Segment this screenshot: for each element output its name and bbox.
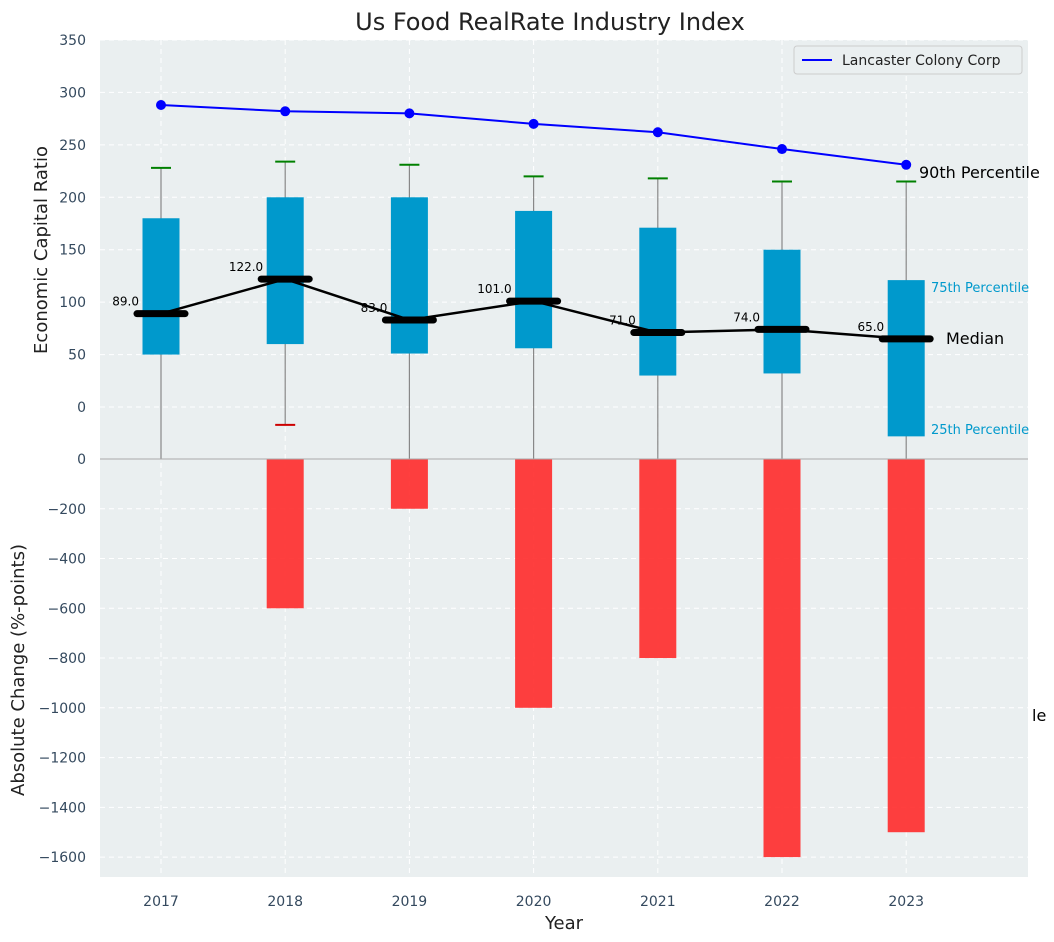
change-bar-2019 — [390, 459, 428, 509]
iqr-box-2020 — [515, 210, 553, 349]
chart-title: Us Food RealRate Industry Index — [355, 8, 745, 36]
y-axis-title-bottom: Absolute Change (%-points) — [8, 544, 29, 796]
change-bar-2018 — [266, 459, 304, 609]
y-tick-top-0: 0 — [77, 400, 86, 416]
median-label-2022: 74.0 — [733, 310, 760, 324]
iqr-box-2017 — [142, 218, 180, 355]
iqr-box-2022 — [763, 249, 801, 374]
median-label-2023: 65.0 — [857, 320, 884, 334]
median-label-2018: 122.0 — [229, 260, 263, 274]
change-bar-2023 — [887, 459, 925, 833]
bottom-bars — [266, 459, 925, 858]
y-tick-bottom--600: −600 — [48, 601, 86, 617]
change-bar-2021 — [639, 459, 677, 659]
change-bar-2020 — [515, 459, 553, 708]
company-point-2023 — [901, 159, 912, 170]
iqr-box-2023 — [887, 280, 925, 437]
median-label-2017: 89.0 — [112, 295, 139, 309]
axis-layer: 0 50 100 150 200 250 300 350 0 −200 −400 −600 −800 −1… — [39, 33, 1028, 910]
legend-box — [793, 45, 1023, 75]
y-tick-bottom--1400: −1400 — [39, 800, 86, 816]
annotation-90th-percentile: 90th Percentile — [919, 163, 1040, 182]
company-point-2022 — [777, 144, 787, 155]
y-tick-top-100: 100 — [59, 295, 86, 311]
legend-label-company: Lancaster Colony Corp — [842, 53, 1001, 69]
median-label-2020: 101.0 — [477, 282, 511, 296]
y-tick-top-200: 200 — [59, 190, 86, 206]
y-tick-bottom--200: −200 — [48, 502, 86, 518]
legend: Lancaster Colony Corp — [793, 45, 1023, 75]
y-tick-top-250: 250 — [59, 138, 86, 154]
company-line-layer — [156, 100, 912, 170]
y-tick-top-350: 350 — [59, 33, 86, 49]
x-tick-2019: 2019 — [392, 894, 428, 910]
y-tick-top-300: 300 — [59, 85, 86, 101]
annotation-75th-percentile: 75th Percentile — [931, 281, 1029, 296]
x-tick-2021: 2021 — [640, 894, 676, 910]
box-layer — [142, 197, 925, 437]
company-point-2019 — [404, 108, 415, 119]
y-tick-bottom-0: 0 — [77, 452, 86, 468]
iqr-box-2021 — [639, 227, 677, 376]
company-point-2020 — [528, 118, 539, 129]
x-axis-title: Year — [544, 913, 584, 934]
iqr-box-2018 — [266, 197, 304, 345]
company-point-2017 — [156, 100, 166, 111]
company-point-2018 — [280, 106, 291, 117]
annotation-25th-percentile: 25th Percentile — [931, 423, 1029, 438]
annotation-median: Median — [946, 329, 1004, 348]
x-tick-2017: 2017 — [143, 894, 179, 910]
change-bar-2022 — [763, 459, 801, 858]
y-tick-bottom--1200: −1200 — [39, 751, 86, 767]
y-tick-bottom--400: −400 — [48, 552, 86, 568]
y-tick-top-150: 150 — [59, 243, 86, 259]
iqr-box-2019 — [390, 197, 428, 354]
y-axis-title-top: Economic Capital Ratio — [31, 146, 52, 354]
y-tick-bottom--1000: −1000 — [39, 701, 86, 717]
x-tick-2018: 2018 — [267, 894, 303, 910]
annotation-clipped-label: le — [1032, 706, 1046, 725]
median-line — [160, 277, 907, 341]
y-tick-bottom--1600: −1600 — [39, 850, 86, 866]
y-tick-bottom--800: −800 — [48, 651, 86, 667]
x-tick-2020: 2020 — [516, 894, 552, 910]
x-tick-2022: 2022 — [764, 894, 800, 910]
y-tick-top-50: 50 — [68, 348, 86, 364]
x-tick-2023: 2023 — [888, 894, 924, 910]
company-point-2021 — [652, 127, 663, 138]
